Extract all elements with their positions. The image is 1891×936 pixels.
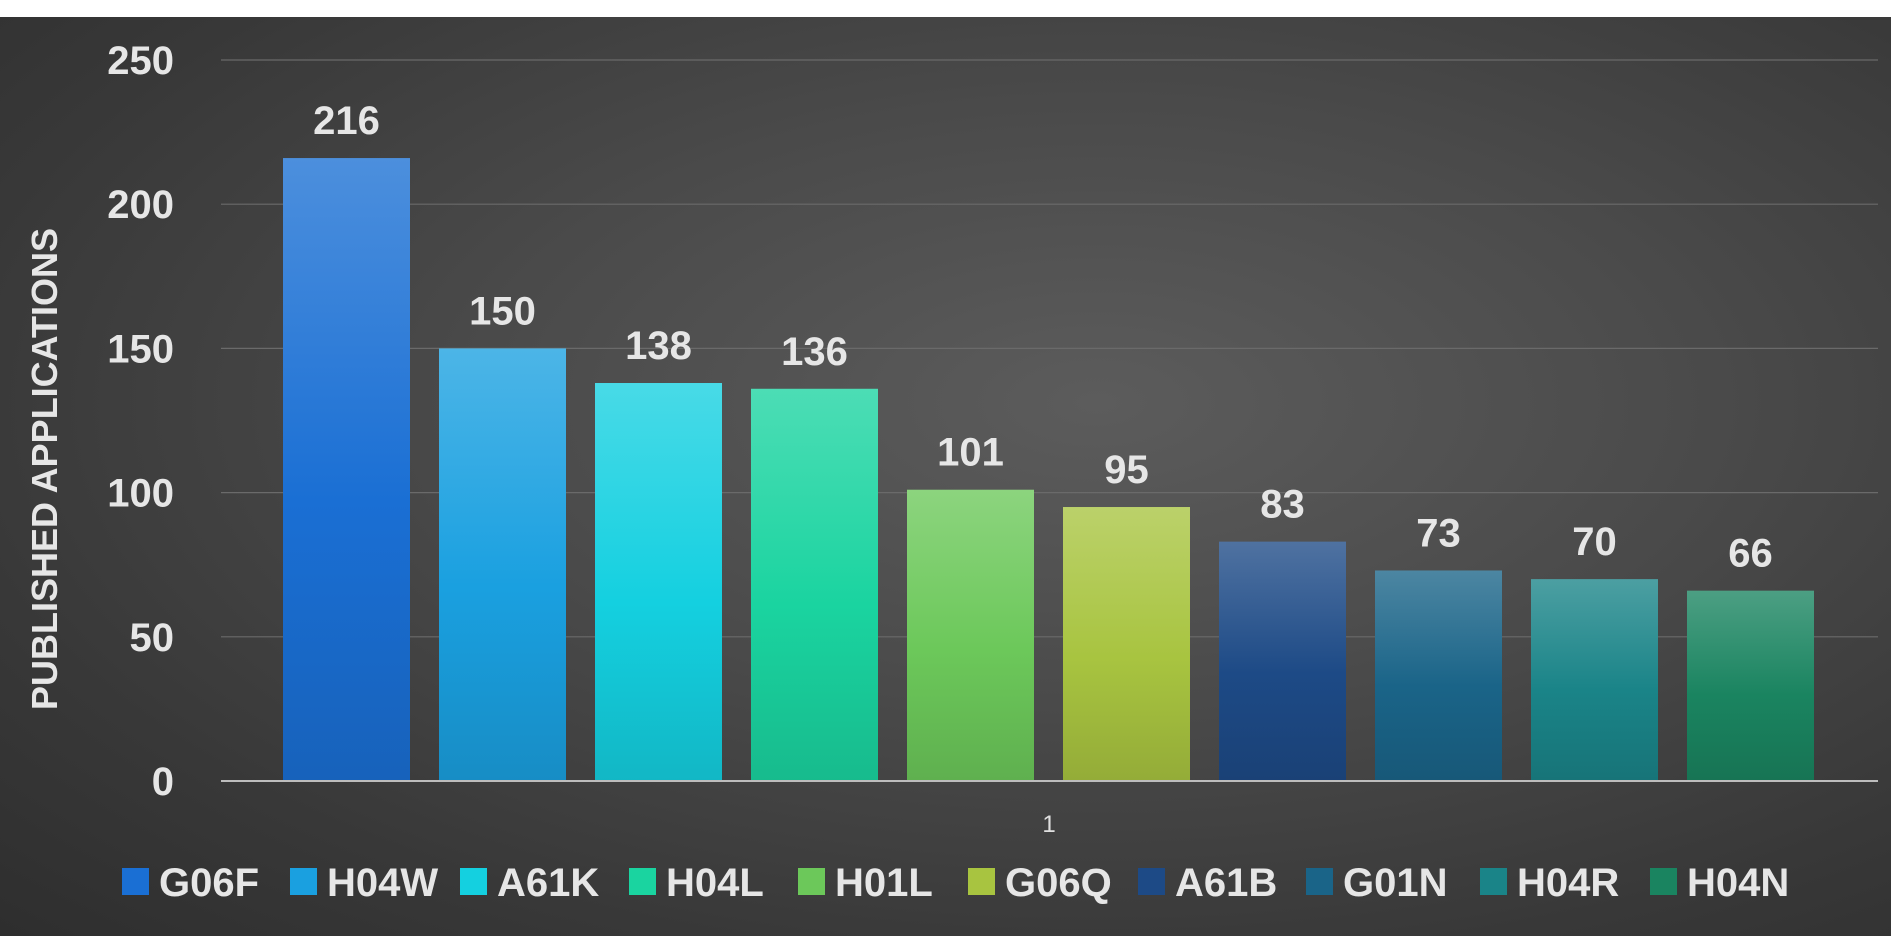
- bar-h04w: [439, 348, 566, 781]
- bar-a61b: [1219, 541, 1346, 781]
- legend-label-a61k: A61K: [497, 861, 599, 905]
- legend-label-g06f: G06F: [159, 861, 259, 905]
- legend-label-a61b: A61B: [1175, 861, 1277, 905]
- data-label-g06f: 216: [313, 99, 380, 143]
- y-tick-label: 0: [152, 760, 174, 804]
- legend-item-g06f: G06F: [122, 861, 259, 905]
- legend-item-a61k: A61K: [460, 861, 599, 905]
- data-labels: 216 150 138 136 101 95 83 73 70 66: [313, 99, 1773, 576]
- data-label-h01l: 101: [937, 431, 1004, 475]
- y-axis-ticks: 0 50 100 150 200 250: [107, 39, 174, 804]
- legend-item-h04n: H04N: [1650, 861, 1789, 905]
- legend-item-g01n: G01N: [1306, 861, 1448, 905]
- legend-label-h04w: H04W: [327, 861, 438, 905]
- legend-swatch-a61k: [460, 868, 487, 895]
- legend-swatch-h04n: [1650, 868, 1677, 895]
- legend-label-h04r: H04R: [1517, 861, 1619, 905]
- data-label-a61k: 138: [625, 324, 692, 368]
- bars: [283, 158, 1814, 781]
- data-label-h04w: 150: [469, 289, 536, 333]
- legend-swatch-g06q: [968, 868, 995, 895]
- bar-a61k: [595, 383, 722, 781]
- bar-h04n: [1687, 590, 1814, 781]
- bar-h01l: [907, 489, 1034, 781]
- y-tick-label: 100: [107, 472, 174, 516]
- legend-item-h04l: H04L: [629, 861, 764, 905]
- legend-label-g06q: G06Q: [1005, 861, 1112, 905]
- legend-swatch-h04r: [1480, 868, 1507, 895]
- bar-g06q: [1063, 507, 1190, 781]
- y-tick-label: 150: [107, 327, 174, 371]
- chart-panel: 0 50 100 150 200 250 PUBLISHED APPLICATIONS 2…: [0, 17, 1891, 936]
- legend-swatch-h04w: [290, 868, 317, 895]
- bar-chart: 0 50 100 150 200 250 PUBLISHED APPLICATIONS 2…: [24, 39, 1878, 905]
- legend-item-h01l: H01L: [798, 861, 933, 905]
- legend: G06F H04W A61K H04L H01L G06Q A61B G01N H04R H04N: [122, 861, 1789, 905]
- bar-h04r: [1531, 579, 1658, 781]
- legend-label-h01l: H01L: [835, 861, 933, 905]
- legend-swatch-g06f: [122, 868, 149, 895]
- x-category-label: 1: [1042, 811, 1055, 838]
- legend-item-h04r: H04R: [1480, 861, 1619, 905]
- legend-label-g01n: G01N: [1343, 861, 1448, 905]
- data-label-g01n: 73: [1416, 511, 1461, 555]
- y-tick-label: 50: [130, 616, 175, 660]
- legend-swatch-g01n: [1306, 868, 1333, 895]
- data-label-h04n: 66: [1728, 532, 1773, 576]
- y-tick-label: 200: [107, 183, 174, 227]
- legend-label-h04n: H04N: [1687, 861, 1789, 905]
- data-label-a61b: 83: [1260, 483, 1305, 527]
- legend-item-h04w: H04W: [290, 861, 438, 905]
- legend-item-a61b: A61B: [1138, 861, 1277, 905]
- legend-swatch-h01l: [798, 868, 825, 895]
- bar-h04l: [751, 388, 878, 781]
- legend-swatch-h04l: [629, 868, 656, 895]
- legend-item-g06q: G06Q: [968, 861, 1112, 905]
- data-label-h04l: 136: [781, 330, 848, 374]
- y-tick-label: 250: [107, 39, 174, 83]
- legend-label-h04l: H04L: [666, 861, 764, 905]
- data-label-g06q: 95: [1104, 448, 1149, 492]
- bar-g01n: [1375, 570, 1502, 781]
- y-axis-label: PUBLISHED APPLICATIONS: [24, 228, 65, 710]
- data-label-h04r: 70: [1572, 520, 1617, 564]
- bar-g06f: [283, 158, 410, 781]
- legend-swatch-a61b: [1138, 868, 1165, 895]
